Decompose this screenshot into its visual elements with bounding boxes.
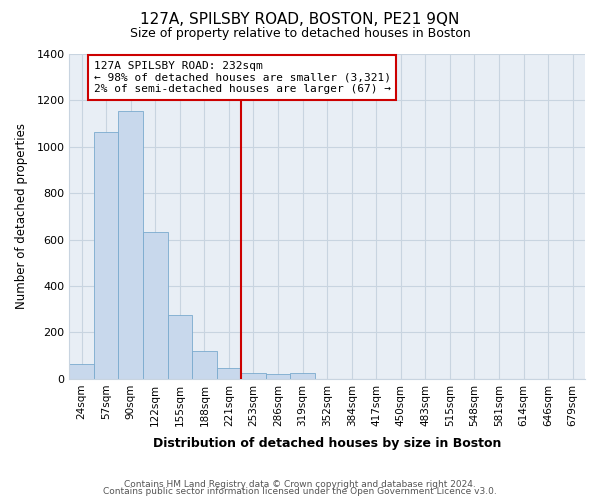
Bar <box>70 364 94 379</box>
Text: Size of property relative to detached houses in Boston: Size of property relative to detached ho… <box>130 28 470 40</box>
X-axis label: Distribution of detached houses by size in Boston: Distribution of detached houses by size … <box>153 437 502 450</box>
Y-axis label: Number of detached properties: Number of detached properties <box>15 124 28 310</box>
Text: 127A, SPILSBY ROAD, BOSTON, PE21 9QN: 127A, SPILSBY ROAD, BOSTON, PE21 9QN <box>140 12 460 28</box>
Text: 127A SPILSBY ROAD: 232sqm
← 98% of detached houses are smaller (3,321)
2% of sem: 127A SPILSBY ROAD: 232sqm ← 98% of detac… <box>94 61 391 94</box>
Text: Contains HM Land Registry data © Crown copyright and database right 2024.: Contains HM Land Registry data © Crown c… <box>124 480 476 489</box>
Bar <box>192 351 217 379</box>
Bar <box>143 232 167 379</box>
Bar <box>94 132 118 379</box>
Bar <box>290 373 315 379</box>
Bar <box>241 373 266 379</box>
Bar <box>266 374 290 379</box>
Text: Contains public sector information licensed under the Open Government Licence v3: Contains public sector information licen… <box>103 488 497 496</box>
Bar <box>167 315 192 379</box>
Bar <box>217 368 241 379</box>
Bar <box>118 111 143 379</box>
